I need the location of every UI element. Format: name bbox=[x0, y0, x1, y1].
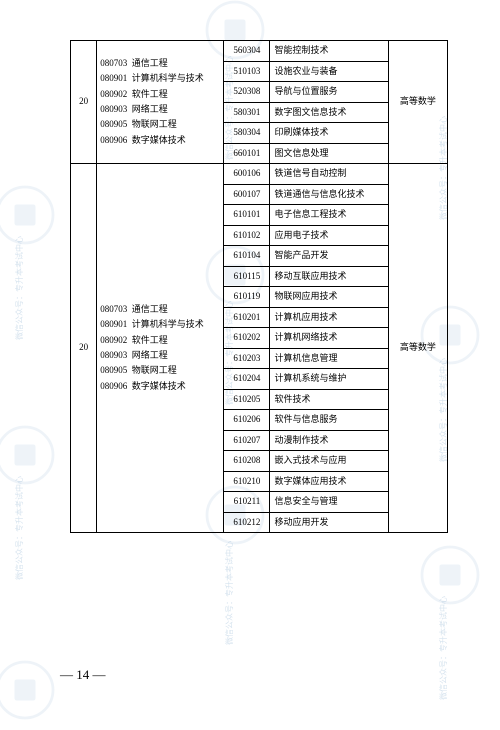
major2-name: 软件与信息服务 bbox=[270, 410, 388, 431]
major1-code: 080703 bbox=[100, 58, 127, 68]
major2-name: 印刷媒体技术 bbox=[270, 123, 388, 144]
major2-name: 设施农业与装备 bbox=[270, 61, 388, 82]
watermark-text: 微信公众号：专升本考试中心 bbox=[14, 236, 25, 340]
major2-code: 610204 bbox=[224, 369, 270, 390]
major2-name: 移动互联应用技术 bbox=[270, 266, 388, 287]
major1-code: 080902 bbox=[100, 89, 127, 99]
major1-code: 080905 bbox=[100, 119, 127, 129]
major2-name: 计算机信息管理 bbox=[270, 348, 388, 369]
group-index: 20 bbox=[71, 41, 97, 164]
major2-code: 660101 bbox=[224, 143, 270, 164]
major1-name: 数字媒体技术 bbox=[132, 135, 186, 145]
major2-code: 600106 bbox=[224, 164, 270, 185]
major2-name: 电子信息工程技术 bbox=[270, 205, 388, 226]
major1-code: 080906 bbox=[100, 381, 127, 391]
majors1-cell: 080703 通信工程 080901 计算机科学与技术 080902 软件工程 080… bbox=[97, 41, 224, 164]
major2-name: 导航与位置服务 bbox=[270, 82, 388, 103]
major2-code: 610203 bbox=[224, 348, 270, 369]
watermark-logo bbox=[0, 420, 60, 490]
majors-table: 20080703 通信工程080901 计算机科学与技术080902 软件工程0… bbox=[70, 40, 448, 533]
major2-code: 580304 bbox=[224, 123, 270, 144]
major1-name: 物联网工程 bbox=[132, 119, 177, 129]
major1-name: 软件工程 bbox=[132, 89, 168, 99]
major2-name: 动漫制作技术 bbox=[270, 430, 388, 451]
major1-code: 080903 bbox=[100, 350, 127, 360]
major2-code: 610102 bbox=[224, 225, 270, 246]
major1-name: 网络工程 bbox=[132, 350, 168, 360]
major2-code: 610205 bbox=[224, 389, 270, 410]
page-number: — 14 — bbox=[60, 667, 106, 683]
watermark-logo bbox=[0, 655, 60, 725]
major2-code: 610101 bbox=[224, 205, 270, 226]
majors1-cell: 080703 通信工程 080901 计算机科学与技术 080902 软件工程 080… bbox=[97, 164, 224, 533]
major1-name: 物联网工程 bbox=[132, 365, 177, 375]
major2-name: 嵌入式技术与应用 bbox=[270, 451, 388, 472]
major2-code: 610115 bbox=[224, 266, 270, 287]
watermark-logo bbox=[415, 540, 485, 610]
major1-code: 080906 bbox=[100, 135, 127, 145]
major2-name: 移动应用开发 bbox=[270, 512, 388, 533]
major1-name: 网络工程 bbox=[132, 104, 168, 114]
major2-code: 610206 bbox=[224, 410, 270, 431]
major2-code: 610104 bbox=[224, 246, 270, 267]
major1-code: 080903 bbox=[100, 104, 127, 114]
subject: 高等数学 bbox=[388, 164, 447, 533]
major1-name: 通信工程 bbox=[132, 304, 168, 314]
major2-name: 软件技术 bbox=[270, 389, 388, 410]
major2-name: 计算机网络技术 bbox=[270, 328, 388, 349]
major2-name: 智能产品开发 bbox=[270, 246, 388, 267]
major1-code: 080901 bbox=[100, 319, 127, 329]
major1-code: 080902 bbox=[100, 335, 127, 345]
major2-name: 铁道信号自动控制 bbox=[270, 164, 388, 185]
watermark-text: 微信公众号：专升本考试中心 bbox=[438, 596, 449, 700]
watermark-logo bbox=[0, 180, 60, 250]
major2-code: 610119 bbox=[224, 287, 270, 308]
major2-code: 560304 bbox=[224, 41, 270, 62]
major2-code: 610207 bbox=[224, 430, 270, 451]
watermark-text: 微信公众号：专升本考试中心 bbox=[14, 476, 25, 580]
major2-name: 图文信息处理 bbox=[270, 143, 388, 164]
major2-code: 580301 bbox=[224, 102, 270, 123]
major1-code: 080905 bbox=[100, 365, 127, 375]
major2-code: 510103 bbox=[224, 61, 270, 82]
group-index: 20 bbox=[71, 164, 97, 533]
major2-name: 数字图文信息技术 bbox=[270, 102, 388, 123]
major2-code: 520308 bbox=[224, 82, 270, 103]
page-content: 20080703 通信工程080901 计算机科学与技术080902 软件工程0… bbox=[70, 40, 448, 533]
table-row: 20080703 通信工程080901 计算机科学与技术080902 软件工程0… bbox=[71, 164, 448, 185]
table-row: 20080703 通信工程080901 计算机科学与技术080902 软件工程0… bbox=[71, 41, 448, 62]
major2-name: 物联网应用技术 bbox=[270, 287, 388, 308]
major1-code: 080901 bbox=[100, 73, 127, 83]
major2-code: 610210 bbox=[224, 471, 270, 492]
major2-name: 智能控制技术 bbox=[270, 41, 388, 62]
major1-name: 软件工程 bbox=[132, 335, 168, 345]
major2-name: 数字媒体应用技术 bbox=[270, 471, 388, 492]
major2-code: 610202 bbox=[224, 328, 270, 349]
watermark-text: 微信公众号：专升本考试中心 bbox=[224, 541, 235, 645]
major1-name: 数字媒体技术 bbox=[132, 381, 186, 391]
major2-code: 610212 bbox=[224, 512, 270, 533]
major2-code: 600107 bbox=[224, 184, 270, 205]
major2-code: 610208 bbox=[224, 451, 270, 472]
major2-name: 铁道通信与信息化技术 bbox=[270, 184, 388, 205]
major2-name: 信息安全与管理 bbox=[270, 492, 388, 513]
major2-name: 计算机应用技术 bbox=[270, 307, 388, 328]
major1-code: 080703 bbox=[100, 304, 127, 314]
major2-name: 计算机系统与维护 bbox=[270, 369, 388, 390]
major1-name: 计算机科学与技术 bbox=[132, 73, 204, 83]
major1-name: 计算机科学与技术 bbox=[132, 319, 204, 329]
major1-name: 通信工程 bbox=[132, 58, 168, 68]
major2-code: 610201 bbox=[224, 307, 270, 328]
major2-name: 应用电子技术 bbox=[270, 225, 388, 246]
major2-code: 610211 bbox=[224, 492, 270, 513]
subject: 高等数学 bbox=[388, 41, 447, 164]
